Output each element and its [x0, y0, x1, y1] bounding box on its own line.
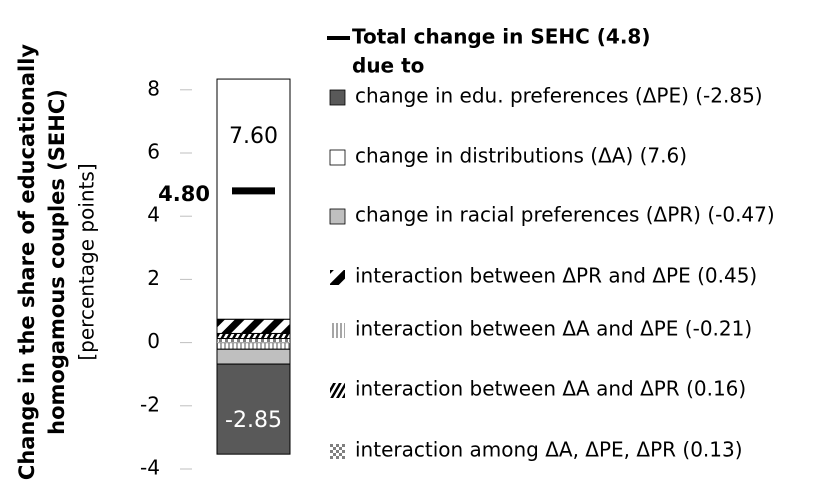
bar-segment: [216, 363, 291, 455]
y-tick-label: 6: [147, 140, 160, 164]
legend-swatch: [330, 383, 345, 398]
bar-segment: [216, 78, 291, 320]
data-label: 7.60: [229, 124, 278, 149]
legend-swatch: [330, 323, 345, 338]
y-tick-label: 2: [147, 266, 160, 290]
y-tick-label: 8: [147, 76, 160, 100]
legend-label: change in distributions (ΔA) (7.6): [355, 144, 687, 168]
legend-label: change in edu. preferences (ΔPE) (-2.85): [355, 84, 763, 108]
legend-subtitle: due to: [352, 54, 424, 78]
legend-swatch: [329, 208, 346, 225]
legend-swatch: [329, 89, 346, 106]
legend-label: Total change in SEHC (4.8): [352, 25, 651, 49]
y-label: [percentage points]: [75, 163, 99, 360]
y-label: homogamous couples (SEHC): [45, 89, 69, 435]
bar-segment: [216, 348, 291, 365]
bar-segment: [216, 342, 291, 350]
y-tick-label: 4: [147, 203, 160, 227]
y-tick-label: 0: [147, 329, 160, 353]
y-tick-label: -4: [140, 456, 160, 480]
legend-label: change in racial preferences (ΔPR) (-0.4…: [355, 203, 775, 227]
y-tick-label: -2: [140, 392, 160, 416]
bar-segment: [216, 332, 291, 339]
data-label: -2.85: [225, 408, 282, 433]
legend-label: interaction between ΔA and ΔPR (0.16): [355, 377, 746, 401]
legend-label: interaction between ΔPR and ΔPE (0.45): [355, 264, 757, 288]
legend-swatch: [330, 444, 345, 459]
y-label: Change in the share of educationally: [15, 44, 39, 481]
legend-label: interaction between ΔA and ΔPE (-0.21): [355, 317, 752, 341]
legend-swatch: [330, 270, 345, 285]
legend-swatch: [329, 149, 346, 166]
y-axis-title: Change in the share of educationally hom…: [15, 44, 99, 481]
total-label: 4.80: [158, 182, 210, 206]
legend-label: interaction among ΔA, ΔPE, ΔPR (0.13): [355, 438, 743, 462]
bar-segment: [216, 318, 291, 334]
bar-segment: [216, 337, 291, 344]
